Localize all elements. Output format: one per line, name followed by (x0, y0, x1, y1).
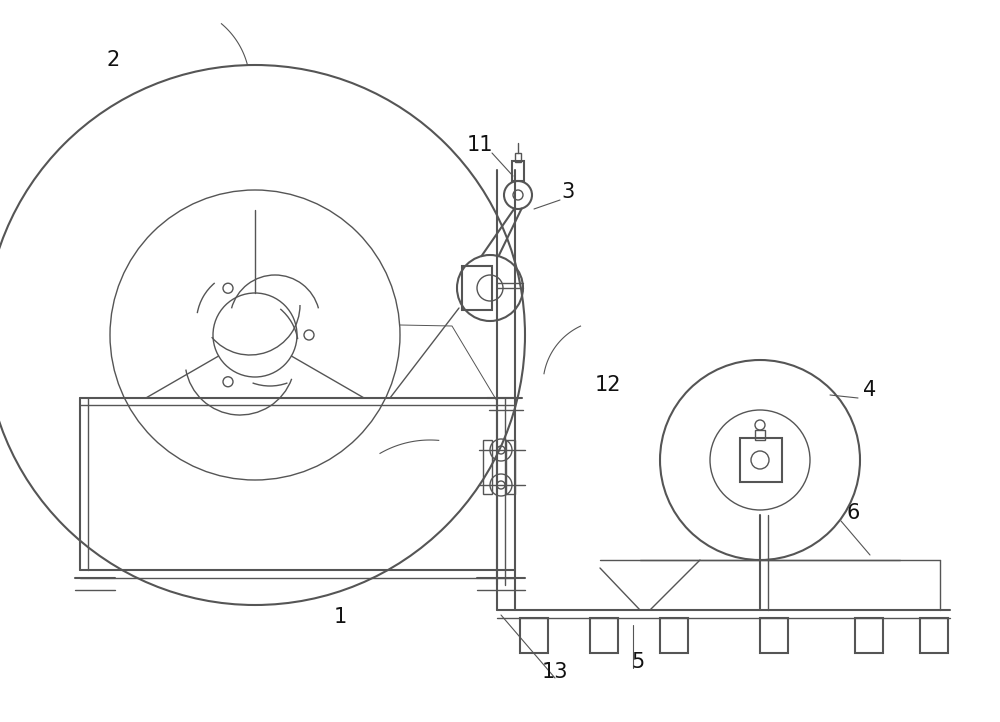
Text: 2: 2 (106, 50, 120, 70)
Bar (855, 618, 883, 653)
Bar (920, 618, 948, 653)
Bar (590, 618, 618, 653)
Text: 13: 13 (542, 662, 568, 682)
Bar (760, 618, 788, 653)
Text: 12: 12 (595, 375, 621, 395)
Text: 5: 5 (631, 652, 645, 672)
Bar (520, 618, 548, 653)
Bar (512, 161, 524, 181)
Bar (462, 266, 492, 310)
Text: 6: 6 (846, 503, 860, 523)
Text: 3: 3 (561, 182, 575, 202)
Bar (660, 618, 688, 653)
Text: 11: 11 (467, 135, 493, 155)
Bar (740, 438, 782, 482)
Text: 1: 1 (333, 607, 347, 627)
Bar (515, 153, 521, 162)
Bar (755, 430, 765, 440)
Bar (506, 440, 515, 494)
Text: 4: 4 (863, 380, 877, 400)
Bar (483, 440, 492, 494)
